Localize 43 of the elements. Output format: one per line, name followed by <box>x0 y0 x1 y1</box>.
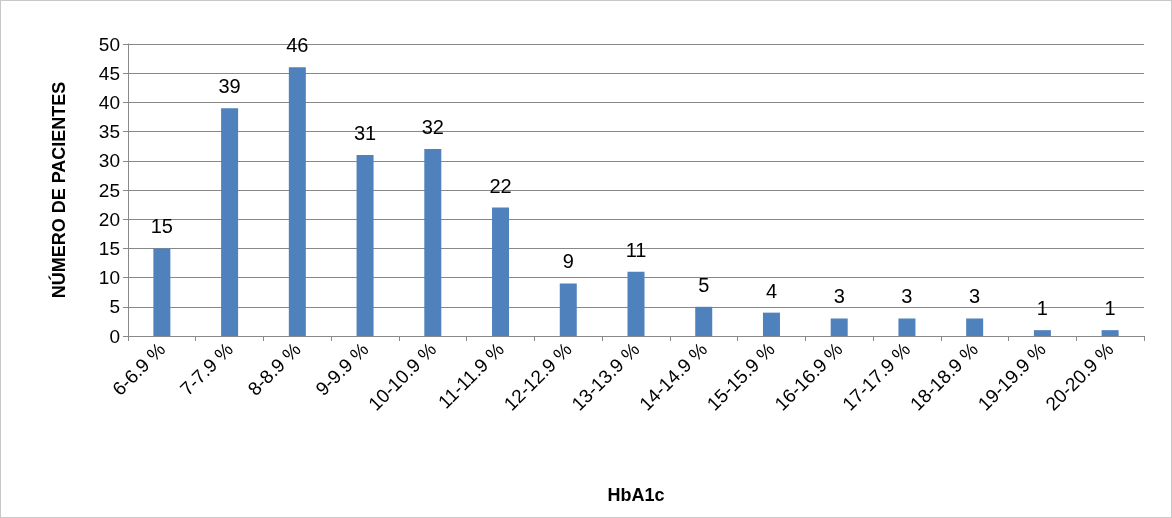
bar <box>1033 330 1051 336</box>
y-tick-label: 35 <box>98 121 120 143</box>
data-label: 3 <box>833 285 845 308</box>
y-tick-label: 45 <box>98 62 120 84</box>
y-tick-label: 40 <box>98 91 120 113</box>
data-label: 32 <box>421 116 444 139</box>
bar <box>762 312 780 336</box>
x-axis-title: HbA1c <box>607 485 665 505</box>
data-label: 1 <box>1036 297 1048 320</box>
data-label: 31 <box>353 121 377 144</box>
y-tick-label: 0 <box>109 325 120 347</box>
data-label: 1 <box>1104 297 1116 320</box>
y-tick-label: 5 <box>109 296 120 318</box>
data-label: 11 <box>625 238 647 261</box>
bar <box>492 207 510 336</box>
data-label: 4 <box>765 279 778 302</box>
bar <box>288 67 306 336</box>
bar <box>221 108 239 336</box>
y-tick-label: 25 <box>98 179 120 201</box>
bar <box>1101 330 1119 336</box>
data-label: 15 <box>150 215 173 238</box>
y-tick-label: 50 <box>98 33 120 55</box>
data-label: 9 <box>562 250 574 273</box>
bar <box>153 248 171 336</box>
bar <box>356 154 374 336</box>
bar <box>627 271 645 336</box>
bar <box>966 318 984 336</box>
data-label: 5 <box>698 273 710 296</box>
y-tick-label: 30 <box>98 150 120 172</box>
bar <box>559 283 577 336</box>
y-axis-title: NÚMERO DE PACIENTES <box>48 81 69 299</box>
data-label: 3 <box>901 285 913 308</box>
data-label: 3 <box>969 285 981 308</box>
bar <box>424 149 442 336</box>
y-tick-label: 10 <box>98 267 120 289</box>
bar <box>830 318 848 336</box>
y-tick-label: 15 <box>98 237 120 259</box>
bar <box>898 318 916 336</box>
data-label: 46 <box>286 34 309 57</box>
data-label: 39 <box>218 75 241 98</box>
y-tick-label: 20 <box>98 208 120 230</box>
bar <box>695 306 713 336</box>
data-label: 22 <box>489 174 512 197</box>
